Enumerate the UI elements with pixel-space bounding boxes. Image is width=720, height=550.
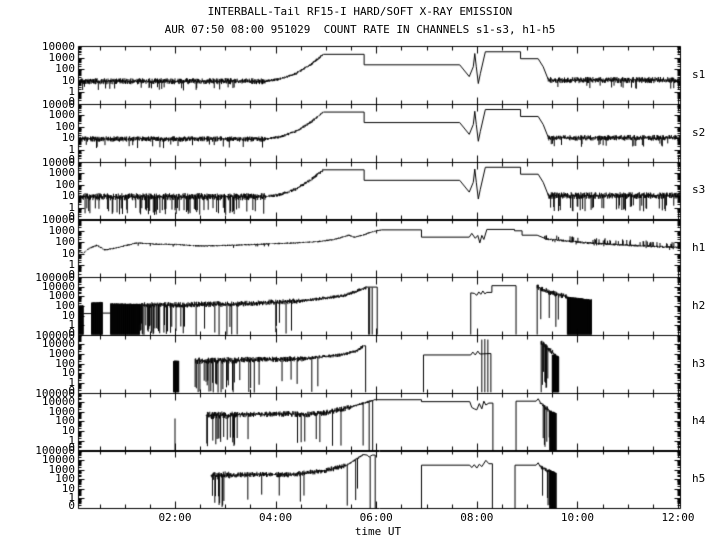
y-tick-label-s2: 1 — [68, 142, 75, 156]
y-tick-label-s2: 1000 — [48, 108, 76, 122]
panel-label-h5: h5 — [692, 472, 706, 486]
panel-label-s2: s2 — [692, 125, 706, 139]
y-tick-label-h3: 1000 — [48, 347, 76, 360]
y-tick-label-h2: 100 — [55, 298, 75, 312]
y-tick-label-s2: 100 — [55, 119, 75, 133]
y-tick-label-h1: 10000 — [41, 213, 75, 227]
x-tick-label: 04:00 — [259, 511, 293, 524]
y-tick-label-h2: 0 — [68, 325, 75, 339]
y-tick-label-s1: 1000 — [48, 50, 76, 64]
y-tick-label-h4: 10 — [61, 424, 75, 437]
y-tick-label-s3: 1 — [68, 200, 75, 214]
y-tick-label-h3: 100000 — [35, 328, 75, 342]
y-tick-label-s1: 10 — [61, 73, 75, 87]
y-tick-label-s3: 100 — [55, 177, 75, 191]
y-tick-label-h4: 100 — [55, 414, 75, 428]
y-tick-label-s1: 10000 — [41, 40, 75, 53]
y-tick-label-h2: 10 — [61, 308, 75, 322]
y-tick-label-s1: 100 — [55, 62, 75, 76]
y-tick-label-h2: 1000 — [48, 289, 76, 303]
panel-label-s1: s1 — [692, 67, 706, 81]
x-tick-label: 12:00 — [661, 511, 695, 524]
y-tick-label-h1: 10 — [61, 246, 75, 260]
y-tick-label-h2: 1 — [68, 318, 75, 332]
y-tick-label-h1: 0 — [68, 268, 75, 281]
y-tick-label-h2: 10000 — [41, 279, 75, 293]
x-axis-title: time UT — [354, 525, 402, 538]
y-tick-label-h3: 10 — [61, 366, 75, 380]
y-tick-label-h3: 10000 — [41, 337, 75, 351]
y-tick-label-h1: 1 — [68, 258, 75, 272]
x-tick-label: 10:00 — [560, 511, 594, 524]
y-tick-label-h3: 0 — [68, 383, 75, 397]
y-tick-label-h2: 100000 — [35, 271, 75, 284]
y-tick-label-s3: 10 — [61, 189, 75, 203]
y-tick-label-h5: 10000 — [41, 452, 75, 466]
y-tick-label-s2: 10000 — [41, 97, 75, 111]
panel-label-h4: h4 — [692, 414, 706, 428]
y-tick-label-h5: 1 — [68, 491, 75, 505]
y-tick-label-s3: 10000 — [41, 155, 75, 169]
y-tick-label-s1: 0 — [68, 94, 75, 108]
y-tick-label-h4: 1 — [68, 433, 75, 447]
y-tick-label-h5: 10 — [61, 481, 75, 495]
chart-subtitle: AUR 07:50 08:00 951029 COUNT RATE IN CHA… — [164, 23, 556, 36]
y-tick-label-h5: 100000 — [35, 444, 75, 458]
panel-label-s3: s3 — [692, 183, 706, 197]
y-tick-label-s2: 10 — [61, 131, 75, 145]
panel-label-h1: h1 — [692, 241, 706, 255]
chart-title: INTERBALL-Tail RF15-I HARD/SOFT X-RAY EM… — [207, 5, 513, 18]
y-tick-label-h4: 1000 — [48, 404, 76, 418]
y-tick-label-h4: 0 — [68, 441, 75, 455]
y-tick-label-s2: 0 — [68, 152, 75, 166]
y-tick-label-h4: 100000 — [35, 386, 75, 400]
y-tick-label-h3: 1 — [68, 375, 75, 389]
y-tick-label-h4: 10000 — [41, 395, 75, 409]
y-tick-label-s3: 0 — [68, 210, 75, 224]
panel-label-h2: h2 — [692, 298, 706, 312]
y-tick-label-h5: 1000 — [48, 462, 76, 476]
y-tick-label-h1: 100 — [55, 235, 75, 249]
y-tick-label-s1: 1 — [68, 85, 75, 99]
y-tick-label-h5: 0 — [68, 499, 75, 512]
x-tick-label: 06:00 — [359, 511, 393, 524]
x-tick-label: 02:00 — [158, 511, 192, 524]
y-tick-label-h3: 100 — [55, 356, 75, 370]
panel-label-h3: h3 — [692, 356, 706, 370]
x-tick-label: 08:00 — [460, 511, 494, 524]
y-tick-label-h1: 1000 — [48, 223, 76, 237]
y-tick-label-s3: 1000 — [48, 166, 76, 180]
y-tick-label-h5: 100 — [55, 472, 75, 486]
